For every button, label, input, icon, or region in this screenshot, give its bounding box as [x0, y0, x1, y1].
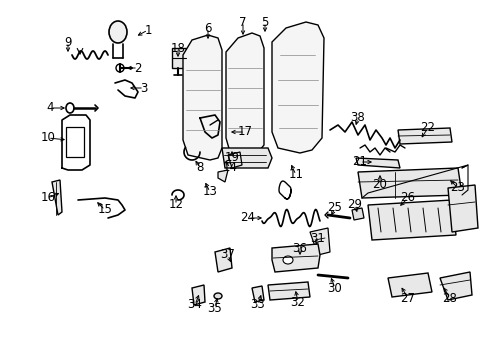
Text: 6: 6 [204, 22, 211, 35]
Text: 20: 20 [372, 179, 386, 192]
Text: 24: 24 [240, 211, 255, 225]
Text: 32: 32 [290, 296, 305, 309]
Polygon shape [215, 248, 231, 272]
Text: 29: 29 [347, 198, 362, 211]
Polygon shape [192, 285, 204, 305]
Polygon shape [357, 168, 461, 198]
Polygon shape [251, 286, 264, 302]
Text: 14: 14 [222, 162, 237, 175]
Polygon shape [397, 128, 451, 144]
Text: 38: 38 [350, 112, 365, 125]
Polygon shape [227, 152, 242, 168]
Text: 7: 7 [239, 15, 246, 28]
Polygon shape [183, 35, 222, 160]
Text: 5: 5 [261, 15, 268, 28]
Text: 37: 37 [220, 248, 235, 261]
Bar [172, 48, 185, 68]
Text: 34: 34 [187, 298, 202, 311]
Polygon shape [351, 208, 363, 220]
Text: 36: 36 [292, 242, 307, 255]
Polygon shape [447, 185, 477, 232]
Text: 15: 15 [98, 203, 112, 216]
Polygon shape [52, 180, 62, 215]
Text: 27: 27 [400, 292, 415, 305]
Ellipse shape [109, 21, 127, 43]
Polygon shape [271, 22, 324, 153]
Text: 8: 8 [196, 162, 203, 175]
Text: 13: 13 [202, 185, 217, 198]
Polygon shape [271, 244, 319, 272]
Text: 19: 19 [224, 152, 239, 165]
Ellipse shape [283, 256, 292, 264]
Text: 4: 4 [46, 102, 54, 114]
Text: 2: 2 [134, 62, 142, 75]
Polygon shape [387, 273, 431, 297]
Text: 1: 1 [144, 23, 151, 36]
Text: 12: 12 [168, 198, 183, 211]
Text: 31: 31 [310, 231, 325, 244]
Text: 25: 25 [327, 202, 342, 215]
Text: 9: 9 [64, 36, 72, 49]
Text: 22: 22 [420, 121, 435, 135]
Text: 30: 30 [327, 282, 342, 294]
Polygon shape [309, 228, 329, 255]
Bar [66, 127, 84, 157]
Text: 33: 33 [250, 298, 265, 311]
Text: 3: 3 [140, 81, 147, 94]
Text: 10: 10 [41, 131, 55, 144]
Polygon shape [355, 158, 399, 168]
Text: 35: 35 [207, 301, 222, 315]
Text: 16: 16 [41, 192, 55, 204]
Ellipse shape [214, 293, 222, 299]
Polygon shape [267, 282, 309, 300]
Polygon shape [222, 148, 271, 168]
Text: 28: 28 [442, 292, 456, 305]
Text: 23: 23 [449, 181, 465, 194]
Polygon shape [367, 200, 455, 240]
Polygon shape [218, 170, 227, 182]
Polygon shape [439, 272, 471, 300]
Text: 17: 17 [237, 126, 252, 139]
Polygon shape [225, 33, 264, 158]
Text: 26: 26 [400, 192, 415, 204]
Text: 21: 21 [352, 156, 367, 168]
Text: 11: 11 [288, 168, 303, 181]
Text: 18: 18 [170, 41, 185, 54]
